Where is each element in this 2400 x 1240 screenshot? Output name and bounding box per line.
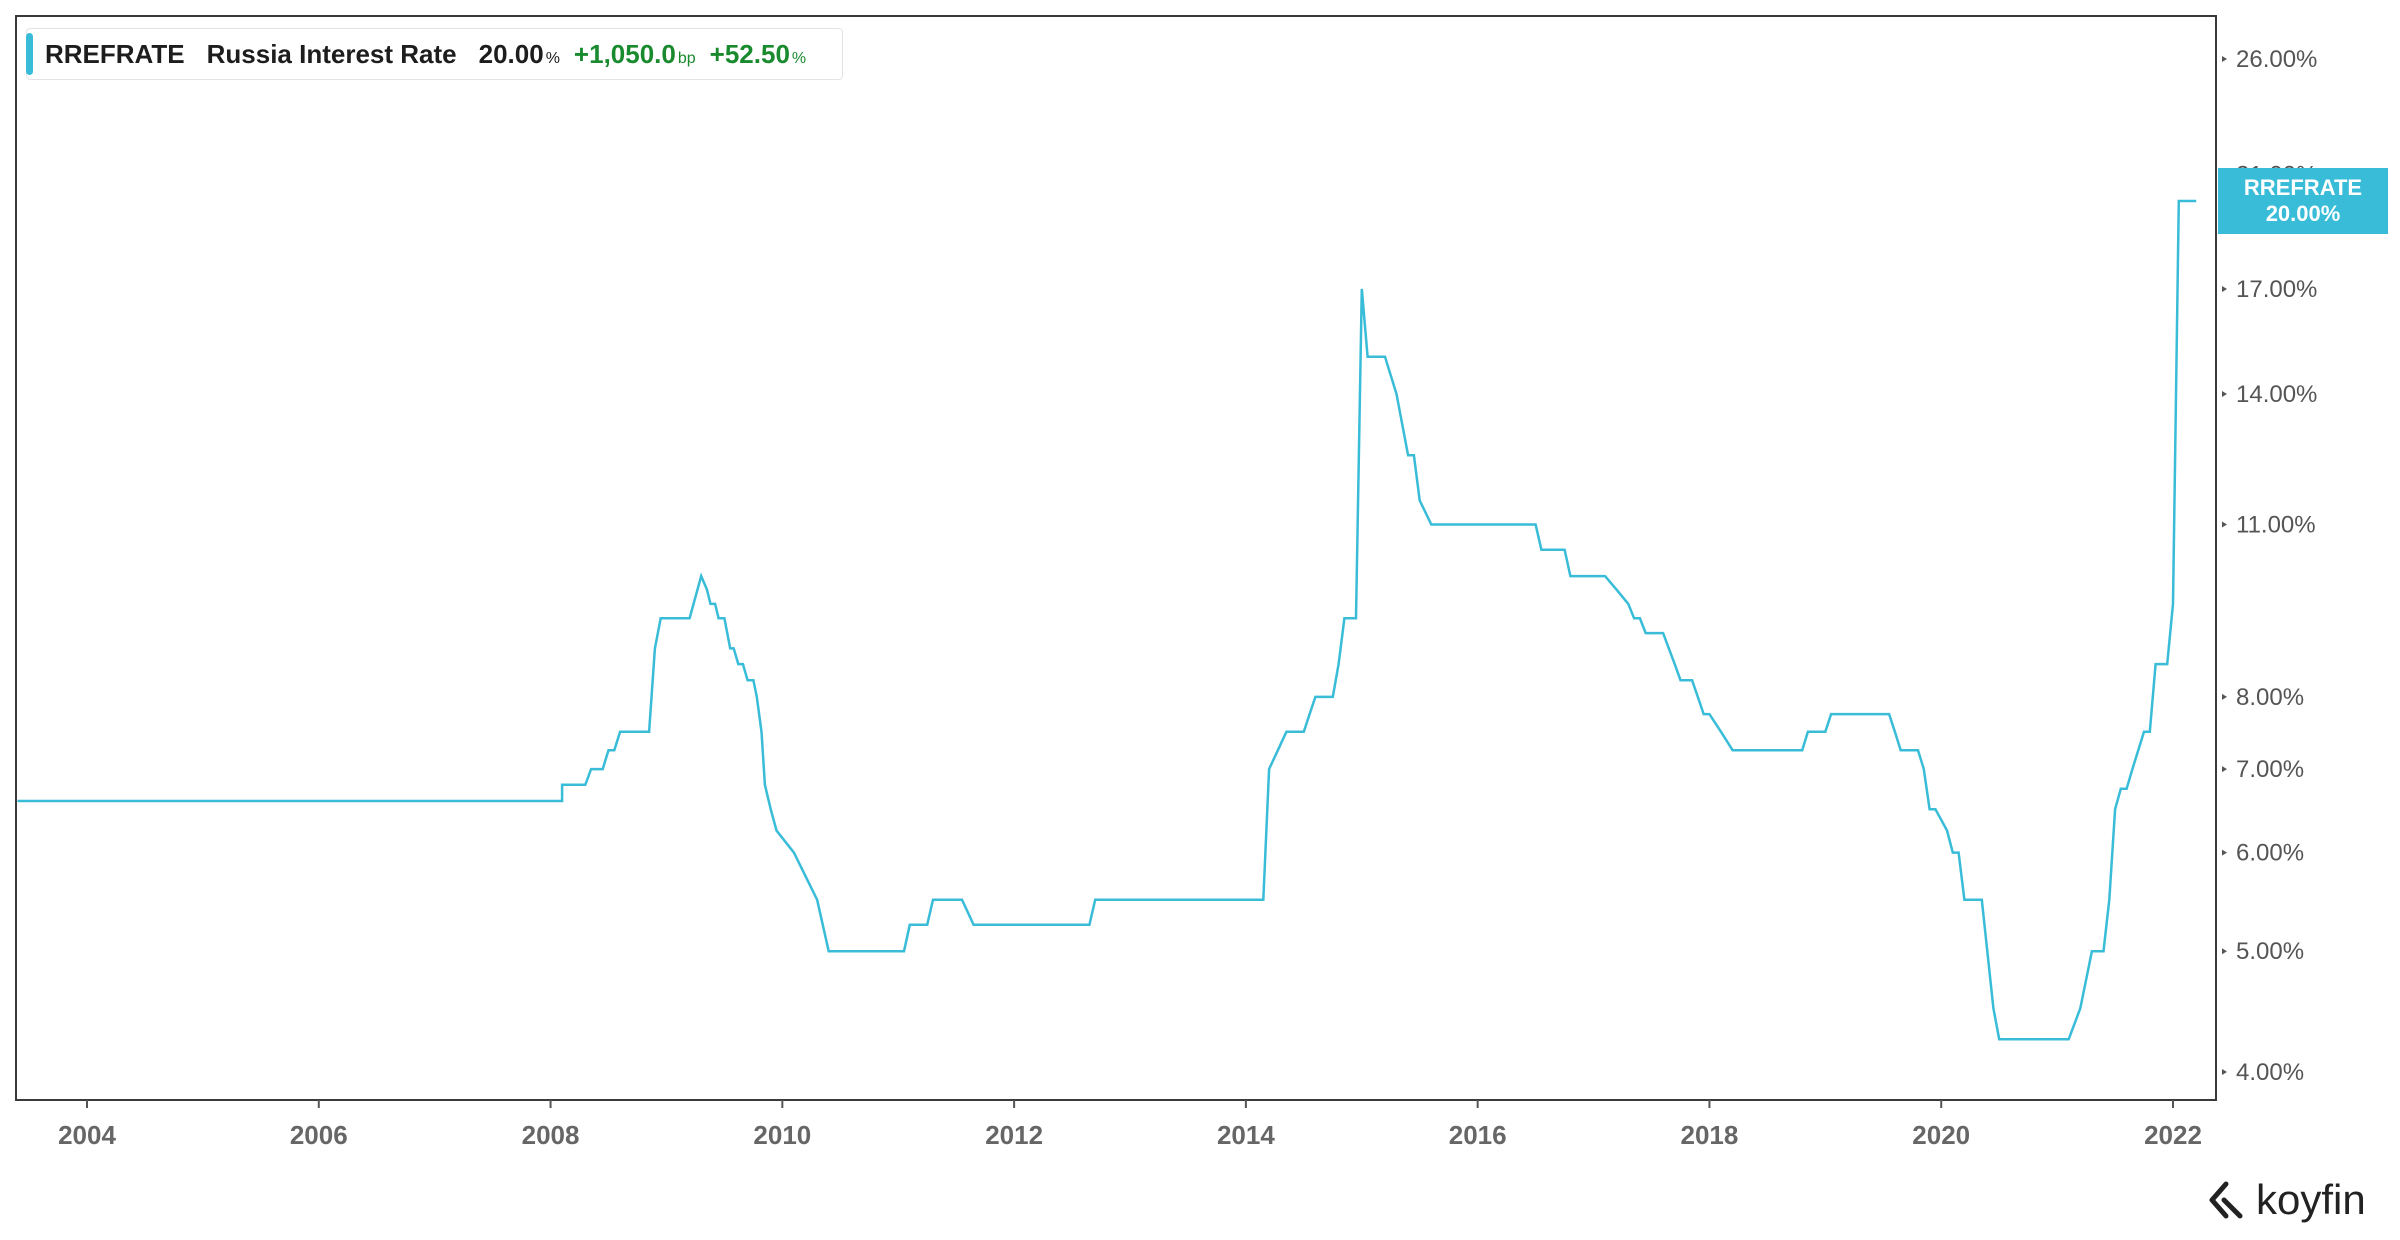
y-tick-label: 6.00% bbox=[2236, 840, 2304, 867]
y-tick-label: 14.00% bbox=[2236, 381, 2317, 408]
x-tick-label: 2014 bbox=[1217, 1120, 1275, 1150]
y-tick-label: 8.00% bbox=[2236, 684, 2304, 711]
y-axis: 4.00% 5.00% 6.00% 7.00% 8.00% 11.00% 14.00% 17.… bbox=[2222, 46, 2317, 1086]
koyfin-logo-icon bbox=[2209, 1181, 2243, 1219]
brand-logo: koyfin bbox=[2206, 1176, 2366, 1224]
y-tick-mark bbox=[2222, 693, 2227, 700]
x-axis: 2004 2006 2008 2010 2012 2014 2016 2018 2020 2022 bbox=[58, 1100, 2202, 1150]
legend-value-unit: % bbox=[545, 49, 560, 67]
y-tick-mark bbox=[2222, 56, 2227, 62]
x-tick-label: 2018 bbox=[1681, 1120, 1739, 1150]
plot-area-frame bbox=[15, 15, 2217, 1101]
series-line-rrefrate bbox=[17, 199, 2197, 1041]
legend-value-number: 20.00 bbox=[478, 38, 544, 69]
x-tick-label: 2004 bbox=[58, 1120, 116, 1150]
x-tick-label: 2010 bbox=[753, 1120, 811, 1150]
legend-change-pct: +52.50% bbox=[710, 39, 806, 70]
y-tick-mark bbox=[2222, 948, 2227, 955]
last-price-tag: RREFRATE 20.00% bbox=[2218, 168, 2388, 234]
y-tick-mark bbox=[2222, 391, 2227, 398]
legend-change-pct-number: +52.50 bbox=[709, 38, 790, 69]
y-tick-mark bbox=[2222, 521, 2227, 528]
legend-change-pct-unit: % bbox=[791, 49, 807, 67]
y-tick-label: 4.00% bbox=[2236, 1059, 2304, 1086]
y-tick-mark bbox=[2222, 766, 2227, 773]
price-tag-value: 20.00% bbox=[2265, 201, 2341, 226]
legend-change-bp-unit: bp bbox=[677, 49, 696, 67]
x-tick-label: 2020 bbox=[1912, 1120, 1970, 1150]
brand-name: koyfin bbox=[2256, 1176, 2366, 1223]
y-tick-label: 11.00% bbox=[2236, 512, 2316, 539]
y-tick-label: 7.00% bbox=[2236, 756, 2304, 783]
legend-current-value: 20.00% bbox=[479, 39, 560, 70]
y-tick-label: 5.00% bbox=[2236, 938, 2304, 965]
price-tag-ticker: RREFRATE bbox=[2243, 175, 2363, 200]
legend-change-bp-number: +1,050.0 bbox=[573, 38, 676, 69]
legend-series-name: Russia Interest Rate bbox=[206, 38, 457, 69]
y-tick-mark bbox=[2222, 1069, 2227, 1075]
y-tick-label: 17.00% bbox=[2236, 276, 2317, 303]
x-tick-label: 2012 bbox=[985, 1120, 1043, 1150]
y-tick-mark bbox=[2222, 285, 2227, 292]
x-tick-label: 2022 bbox=[2144, 1120, 2202, 1150]
series-legend[interactable]: RREFRATE Russia Interest Rate 20.00% +1,… bbox=[26, 28, 844, 80]
legend-color-marker bbox=[26, 33, 33, 75]
legend-change-bp: +1,050.0 bp bbox=[574, 39, 696, 70]
y-tick-mark bbox=[2222, 849, 2227, 856]
x-tick-label: 2008 bbox=[522, 1120, 580, 1150]
x-tick-label: 2016 bbox=[1449, 1120, 1507, 1150]
legend-ticker: RREFRATE bbox=[45, 38, 185, 69]
x-tick-label: 2006 bbox=[290, 1120, 348, 1150]
y-tick-label: 26.00% bbox=[2236, 46, 2317, 73]
